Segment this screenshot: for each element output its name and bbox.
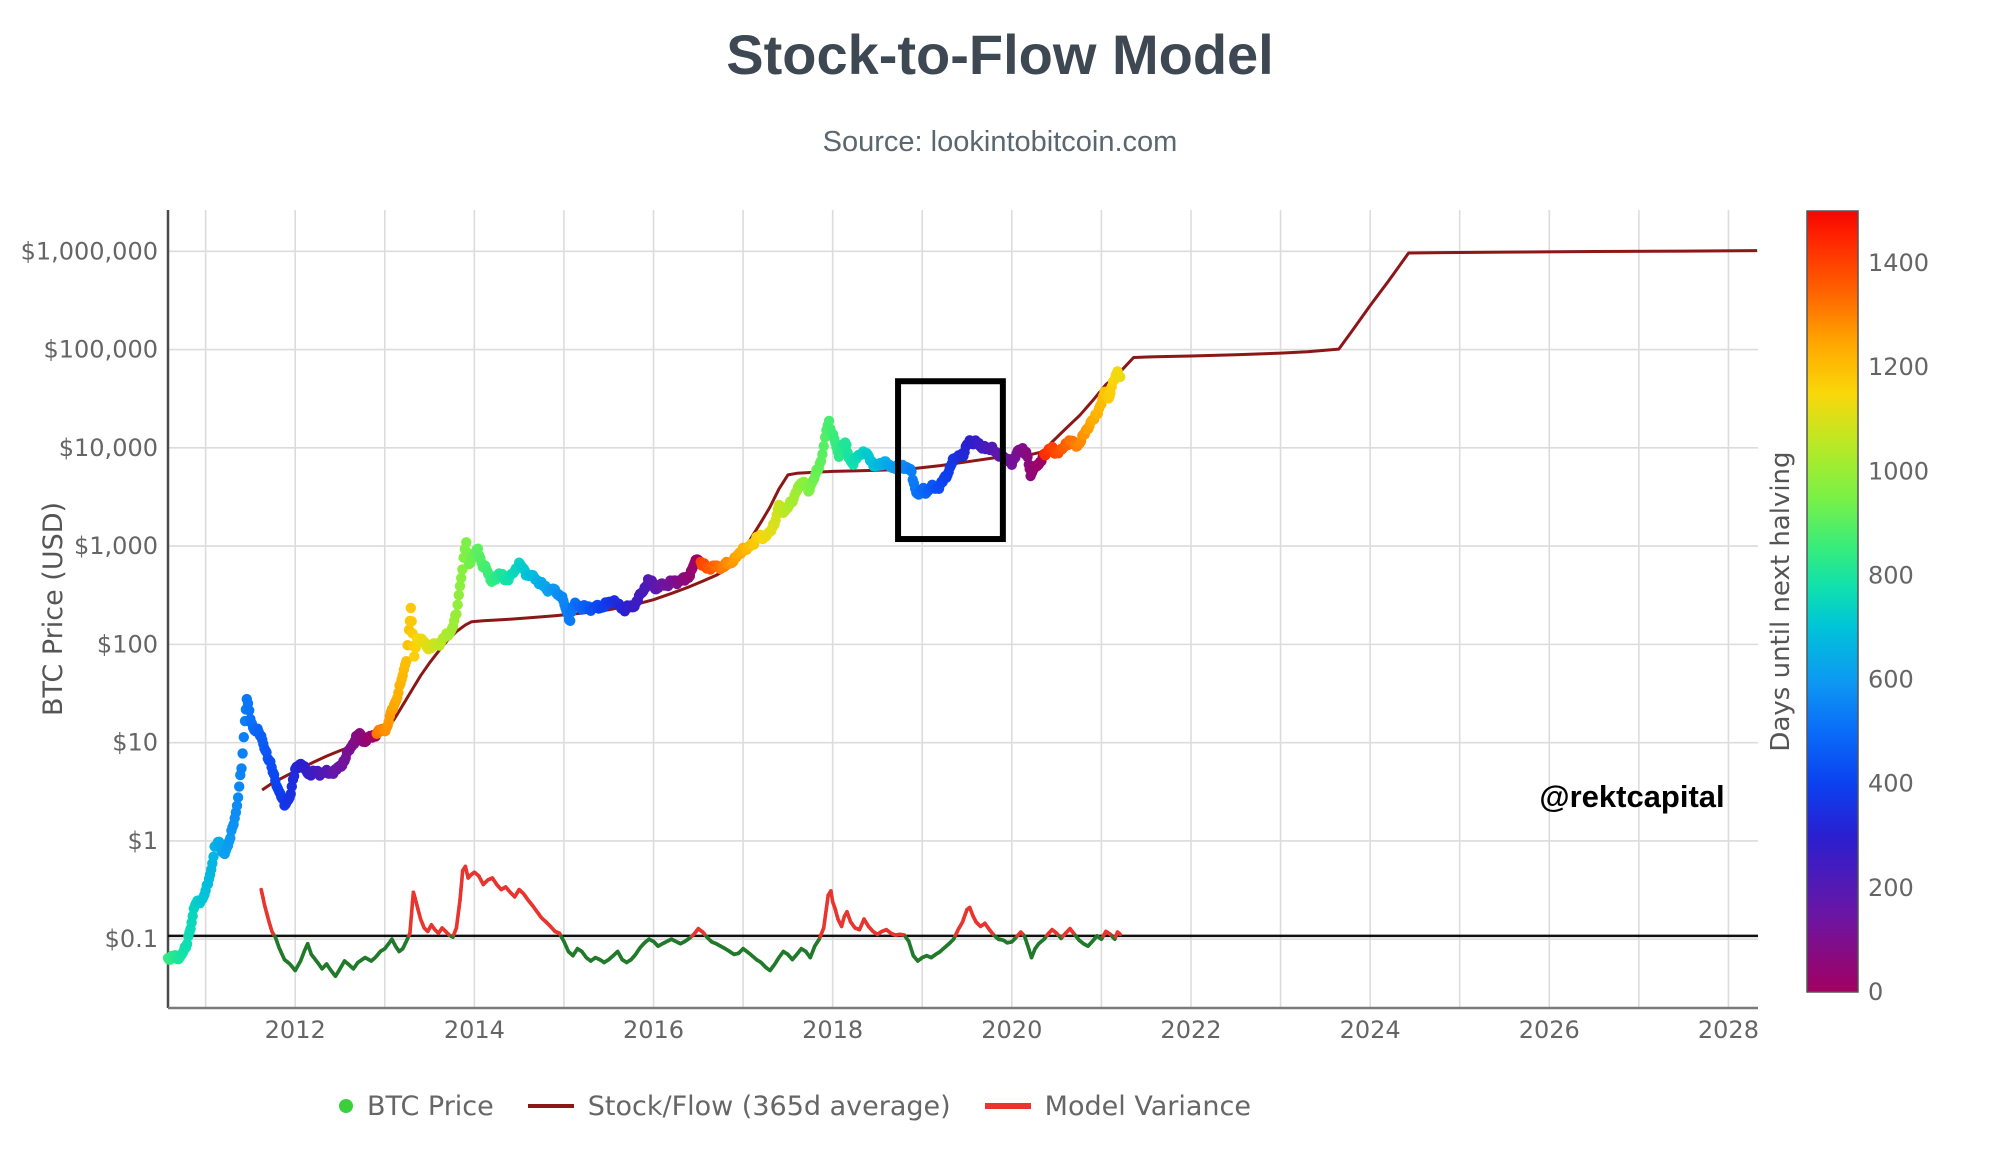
x-tick-2024: 2024: [1340, 1016, 1401, 1044]
legend-item-stock-flow: Stock/Flow (365d average): [527, 1090, 951, 1122]
colorbar-tick-200: 200: [1868, 874, 1914, 902]
x-tick-2022: 2022: [1160, 1016, 1221, 1044]
y-axis-title: BTC Price (USD): [38, 502, 69, 716]
colorbar-tick-1400: 1400: [1868, 249, 1929, 277]
legend-label-btc-price: BTC Price: [367, 1090, 494, 1122]
highlight-box-annotation: [895, 378, 1006, 543]
x-tick-2014: 2014: [444, 1016, 505, 1044]
watermark: @rektcapital: [1539, 779, 1725, 814]
x-tick-2018: 2018: [802, 1016, 863, 1044]
legend-item-model-variance: Model Variance: [984, 1090, 1251, 1122]
x-tick-2028: 2028: [1698, 1016, 1759, 1044]
stock-flow-line-icon: [527, 1104, 574, 1108]
chart-legend: BTC Price Stock/Flow (365d average) Mode…: [330, 1086, 1260, 1126]
btc-price-dot-icon: [339, 1099, 354, 1113]
source-subtitle: Source: lookintobitcoin.com: [822, 126, 1178, 158]
colorbar: [1806, 210, 1859, 993]
colorbar-tick-600: 600: [1868, 666, 1914, 694]
y-tick-$100,000: $100,000: [43, 336, 158, 364]
btc-price-scatter: [162, 366, 1126, 965]
y-tick-$1,000,000: $1,000,000: [21, 237, 158, 265]
x-tick-2016: 2016: [623, 1016, 684, 1044]
gridlines: [168, 210, 1758, 1008]
colorbar-axis-title: Days until next halving: [1766, 451, 1796, 751]
legend-label-stock-flow: Stock/Flow (365d average): [587, 1090, 951, 1122]
colorbar-tick-400: 400: [1868, 770, 1914, 798]
colorbar-tick-1200: 1200: [1868, 353, 1929, 381]
colorbar-tick-0: 0: [1868, 978, 1883, 1006]
x-tick-2020: 2020: [981, 1016, 1042, 1044]
model-variance-line: [259, 864, 1122, 979]
legend-label-model-variance: Model Variance: [1044, 1090, 1251, 1122]
legend-item-btc-price: BTC Price: [339, 1091, 494, 1122]
y-tick-labels: $1,000,000 $100,000 $10,000 $1,000 $100 $10 $1…: [21, 237, 158, 953]
y-tick-$1,000: $1,000: [74, 532, 158, 560]
y-tick-$10: $10: [112, 729, 158, 757]
colorbar-tick-800: 800: [1868, 561, 1914, 589]
page-title: Stock-to-Flow Model: [726, 23, 1274, 86]
x-tick-2012: 2012: [265, 1016, 326, 1044]
x-tick-labels: 2012 2014 2016 2018 2020 2022 2024 2026 2028: [265, 1016, 1759, 1044]
x-tick-2026: 2026: [1519, 1016, 1580, 1044]
y-tick-$1: $1: [127, 827, 158, 855]
colorbar-tick-labels: 0 200 400 600 800 1000 1200 1400: [1868, 249, 1929, 1006]
stock-flow-line: [261, 249, 1758, 792]
y-tick-$0.1: $0.1: [105, 925, 158, 953]
y-tick-$10,000: $10,000: [59, 434, 158, 462]
colorbar-tick-1000: 1000: [1868, 457, 1929, 485]
model-variance-line-icon: [984, 1103, 1031, 1109]
y-tick-$100: $100: [97, 630, 158, 658]
